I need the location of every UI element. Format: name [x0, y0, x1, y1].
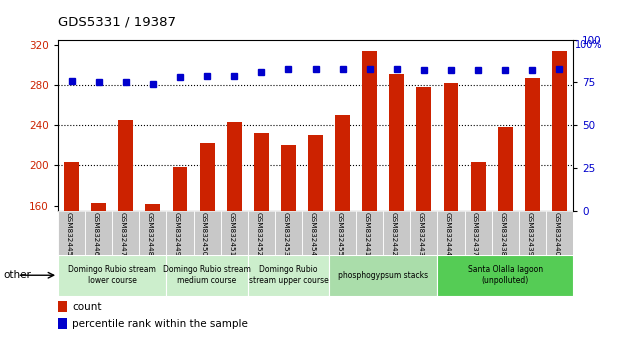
Text: GSM832442: GSM832442 — [391, 212, 397, 257]
Text: GSM832444: GSM832444 — [445, 212, 451, 257]
Text: GSM832452: GSM832452 — [256, 212, 261, 257]
Bar — [546, 211, 573, 255]
Bar — [85, 211, 112, 255]
Bar — [221, 211, 248, 255]
Bar — [58, 318, 67, 329]
Bar — [308, 135, 323, 211]
Bar — [498, 127, 512, 211]
Bar — [492, 211, 519, 255]
Bar — [362, 51, 377, 211]
Bar — [335, 115, 350, 211]
Text: 100%: 100% — [575, 40, 603, 50]
Bar — [199, 143, 215, 211]
Bar — [254, 133, 269, 211]
Bar — [58, 255, 167, 296]
Bar — [194, 211, 221, 255]
Text: GSM832454: GSM832454 — [309, 212, 316, 257]
Text: phosphogypsum stacks: phosphogypsum stacks — [338, 271, 428, 280]
Bar — [275, 211, 302, 255]
Bar — [383, 211, 410, 255]
Text: count: count — [72, 302, 102, 312]
Bar — [519, 211, 546, 255]
Text: GDS5331 / 19387: GDS5331 / 19387 — [58, 16, 176, 29]
Text: GSM832446: GSM832446 — [93, 212, 98, 257]
Text: other: other — [3, 270, 31, 280]
Text: GSM832449: GSM832449 — [174, 212, 180, 257]
Bar — [58, 211, 85, 255]
Text: GSM832438: GSM832438 — [499, 212, 505, 257]
Bar — [552, 51, 567, 211]
Bar — [356, 211, 383, 255]
Text: GSM832450: GSM832450 — [201, 212, 207, 257]
Text: GSM832455: GSM832455 — [336, 212, 343, 257]
Bar — [227, 122, 242, 211]
Bar — [248, 211, 275, 255]
Bar — [329, 255, 437, 296]
Bar — [410, 211, 437, 255]
Bar — [437, 255, 573, 296]
Bar — [112, 211, 139, 255]
Bar — [464, 211, 492, 255]
Bar — [167, 211, 194, 255]
Text: GSM832451: GSM832451 — [228, 212, 234, 257]
Text: GSM832443: GSM832443 — [418, 212, 424, 257]
Text: GSM832439: GSM832439 — [526, 212, 533, 257]
Bar — [416, 87, 432, 211]
Bar — [58, 301, 67, 312]
Bar — [64, 162, 79, 211]
Bar — [146, 204, 160, 211]
Text: GSM832453: GSM832453 — [283, 212, 288, 257]
Text: GSM832440: GSM832440 — [553, 212, 560, 257]
Bar — [302, 211, 329, 255]
Bar — [525, 78, 540, 211]
Bar — [281, 145, 296, 211]
Text: GSM832448: GSM832448 — [147, 212, 153, 257]
Bar — [172, 167, 187, 211]
Text: GSM832441: GSM832441 — [363, 212, 370, 257]
Bar — [329, 211, 356, 255]
Text: GSM832447: GSM832447 — [120, 212, 126, 257]
Bar — [167, 255, 248, 296]
Text: Domingo Rubio
stream upper course: Domingo Rubio stream upper course — [249, 265, 328, 285]
Text: Domingo Rubio stream
lower course: Domingo Rubio stream lower course — [68, 265, 156, 285]
Text: Santa Olalla lagoon
(unpolluted): Santa Olalla lagoon (unpolluted) — [468, 265, 543, 285]
Bar — [389, 74, 404, 211]
Bar — [437, 211, 464, 255]
Bar — [91, 202, 106, 211]
Bar — [248, 255, 329, 296]
Bar — [139, 211, 167, 255]
Text: GSM832445: GSM832445 — [66, 212, 71, 257]
Text: percentile rank within the sample: percentile rank within the sample — [72, 319, 248, 329]
Bar — [471, 162, 485, 211]
Text: Domingo Rubio stream
medium course: Domingo Rubio stream medium course — [163, 265, 251, 285]
Bar — [444, 83, 459, 211]
Bar — [119, 120, 133, 211]
Text: GSM832437: GSM832437 — [472, 212, 478, 257]
